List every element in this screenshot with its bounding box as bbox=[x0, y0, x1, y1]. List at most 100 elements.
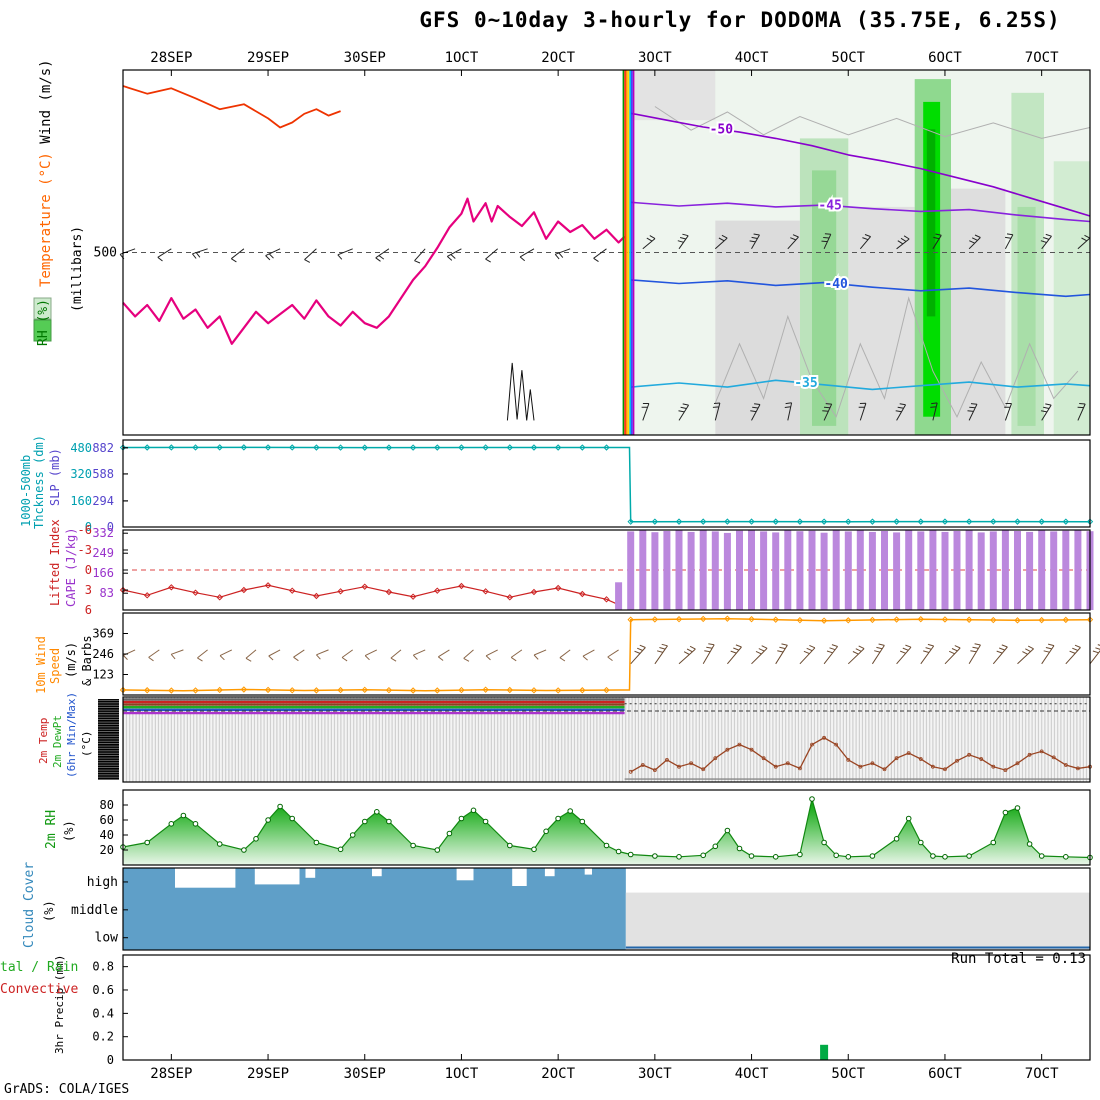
chart-shape bbox=[1014, 617, 1021, 624]
chart-shape bbox=[458, 582, 465, 590]
chart-shape bbox=[313, 839, 320, 846]
chart-shape bbox=[1038, 616, 1045, 624]
rh-colorbar-light-swatch bbox=[33, 297, 52, 320]
chart-shape bbox=[965, 518, 973, 525]
chart-shape bbox=[531, 846, 537, 853]
chart-shape bbox=[582, 649, 595, 661]
chart-shape bbox=[881, 531, 888, 610]
chart-shape bbox=[773, 764, 778, 769]
temp2m-axis-label: 2m Temp bbox=[37, 718, 50, 764]
x-axis-label-top: 5OCT bbox=[831, 50, 865, 66]
chart-shape bbox=[627, 851, 634, 858]
chart-shape bbox=[711, 531, 719, 610]
chart-shape bbox=[168, 444, 175, 451]
chart-shape bbox=[751, 645, 768, 665]
chart-shape bbox=[820, 518, 828, 525]
chart-shape bbox=[775, 643, 788, 665]
chart-shape bbox=[869, 853, 876, 859]
chart-shape bbox=[1026, 841, 1033, 847]
chart-shape bbox=[845, 518, 852, 525]
chart-shape bbox=[784, 402, 793, 421]
tick-label: 332 bbox=[92, 526, 114, 540]
chart-shape bbox=[748, 615, 755, 623]
chart-shape bbox=[603, 596, 610, 603]
chart-shape bbox=[148, 649, 160, 662]
chart-shape bbox=[847, 645, 865, 665]
chart-shape bbox=[414, 248, 426, 264]
chart-shape bbox=[554, 584, 562, 592]
chart-shape bbox=[736, 530, 743, 610]
chart-shape bbox=[701, 767, 706, 772]
chart-shape bbox=[313, 444, 320, 451]
chart-shape bbox=[506, 594, 514, 601]
wind10-axis-units: (m/s) bbox=[64, 642, 78, 678]
chart-shape bbox=[482, 818, 489, 825]
tick-label: 500 bbox=[94, 246, 117, 261]
chart-shape bbox=[833, 852, 840, 859]
chart-shape bbox=[1014, 805, 1021, 811]
chart-shape bbox=[820, 532, 828, 610]
chart-shape bbox=[772, 532, 780, 610]
chart-shape bbox=[1017, 206, 1036, 426]
cloud-axis-label: Cloud Cover bbox=[22, 862, 37, 948]
chart-shape bbox=[870, 761, 875, 766]
chart-shape bbox=[689, 761, 694, 766]
tick-label: 0.6 bbox=[92, 983, 114, 997]
tick-label: 6 bbox=[85, 603, 92, 617]
chart-shape bbox=[313, 687, 320, 694]
x-axis-label-bottom: 2OCT bbox=[541, 1066, 575, 1082]
chart-shape bbox=[1039, 749, 1044, 754]
chart-shape bbox=[1074, 530, 1082, 610]
chart-shape bbox=[652, 853, 658, 859]
chart-shape bbox=[979, 757, 984, 761]
chart-shape bbox=[651, 616, 659, 623]
chart-shape bbox=[533, 649, 547, 660]
tick-label: high bbox=[87, 875, 118, 890]
chart-shape bbox=[932, 233, 942, 250]
chart-shape bbox=[603, 842, 610, 849]
chart-shape bbox=[966, 853, 972, 859]
chart-shape bbox=[197, 649, 208, 662]
chart-shape bbox=[289, 587, 296, 594]
chart-shape bbox=[485, 248, 499, 263]
chart-shape bbox=[122, 789, 1091, 866]
chart-shape bbox=[652, 768, 657, 772]
chart-shape bbox=[192, 589, 199, 596]
chart-shape bbox=[579, 590, 586, 598]
chart-shape bbox=[1027, 752, 1032, 757]
chart-shape bbox=[712, 402, 721, 421]
chart-shape bbox=[1038, 530, 1046, 610]
chart-shape bbox=[821, 839, 827, 846]
pressure-axis-label: (millibars) bbox=[70, 226, 85, 312]
precip-legend-convective: Convective bbox=[0, 982, 78, 997]
chart-shape bbox=[579, 818, 586, 825]
chart-shape bbox=[374, 809, 380, 815]
chart-shape bbox=[615, 582, 623, 610]
chart-shape bbox=[277, 803, 283, 810]
slp-axis-labels: 1000-500mb Thckness (dm) SLP (mb) bbox=[19, 435, 62, 529]
chart-shape bbox=[313, 592, 320, 600]
rh2m-axis-labels: 2m RH (%) bbox=[44, 810, 76, 849]
minmax-axis-label: (6hr Min/Max) bbox=[65, 692, 78, 778]
x-axis-label-bottom: 30SEP bbox=[344, 1066, 386, 1082]
chart-shape bbox=[895, 403, 907, 421]
chart-shape bbox=[625, 892, 1090, 950]
chart-shape bbox=[627, 616, 634, 623]
chart-shape bbox=[143, 592, 151, 599]
chart-shape bbox=[869, 616, 876, 624]
chart-shape bbox=[507, 842, 513, 849]
chart-shape bbox=[1038, 518, 1045, 525]
chart-shape bbox=[687, 531, 695, 610]
tick-label: 166 bbox=[92, 566, 114, 580]
chart-shape bbox=[512, 868, 527, 886]
chart-shape bbox=[412, 649, 426, 660]
tick-label: 160 bbox=[70, 494, 92, 508]
cape-axis-label: CAPE (J/kg) bbox=[64, 528, 78, 607]
chart-shape bbox=[942, 854, 948, 860]
chart-shape bbox=[714, 296, 1079, 418]
chart-shape bbox=[737, 742, 742, 747]
chart-shape bbox=[772, 854, 779, 860]
chart-shape bbox=[122, 696, 1091, 783]
chart-shape bbox=[920, 643, 935, 665]
chart-shape bbox=[268, 649, 281, 661]
